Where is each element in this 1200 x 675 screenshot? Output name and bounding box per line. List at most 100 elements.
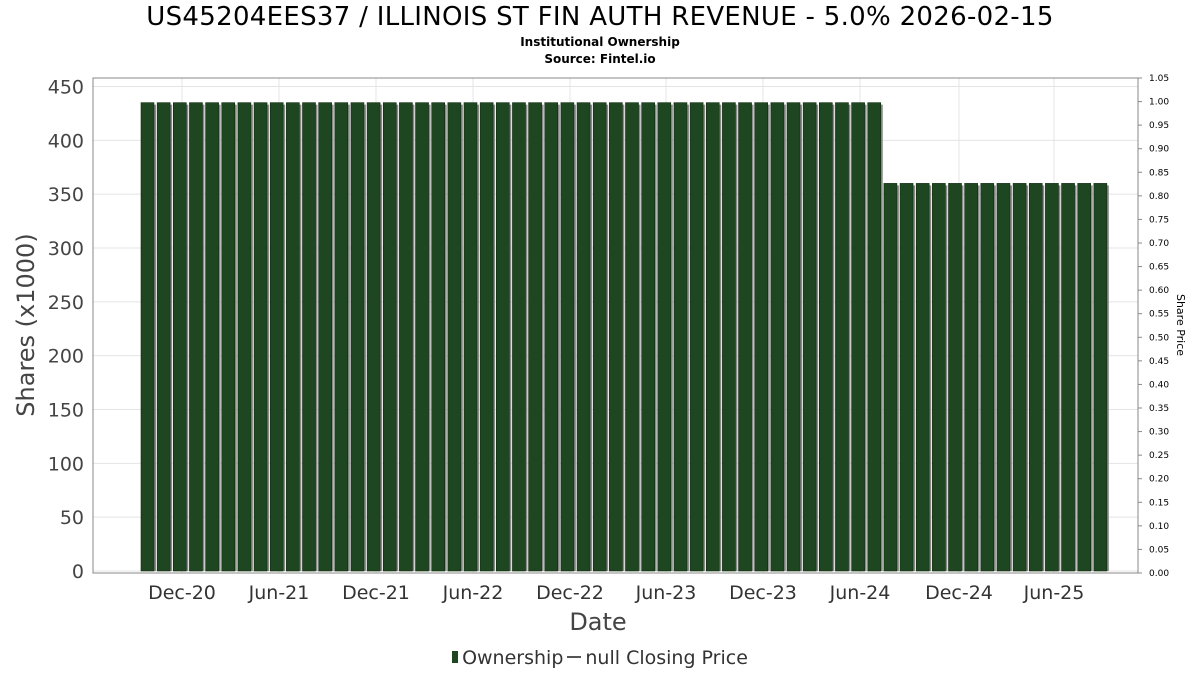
ownership-bar <box>1061 183 1075 572</box>
ownership-bar <box>302 102 316 572</box>
ownership-bar <box>366 102 381 572</box>
ownership-bar <box>770 102 785 572</box>
y2-tick-label: 0.20 <box>1149 475 1169 485</box>
y2-tick-label: 0.70 <box>1149 239 1169 249</box>
x-tick-label: Dec-21 <box>342 582 410 604</box>
x-tick-label: Dec-24 <box>925 582 993 604</box>
y2-tick-label: 0.65 <box>1149 263 1169 273</box>
chart-subtitle: Institutional Ownership <box>520 35 680 49</box>
y-tick-label: 300 <box>48 238 84 260</box>
y2-tick-label: 0.15 <box>1149 498 1169 508</box>
ownership-bar <box>415 102 429 572</box>
ownership-bar <box>560 102 575 572</box>
y2-tick-label: 1.05 <box>1149 74 1169 84</box>
ownership-bar <box>495 102 510 572</box>
y2-tick-label: 0.75 <box>1149 215 1169 225</box>
legend: Ownership null Closing Price <box>0 647 1200 669</box>
y-tick-label: 350 <box>48 184 84 206</box>
y2-tick-label: 0.45 <box>1149 357 1169 367</box>
y2-tick-label: 0.25 <box>1149 451 1169 461</box>
y2-tick-label: 0.60 <box>1149 286 1169 296</box>
y-tick-label: 450 <box>48 77 84 99</box>
ownership-bar <box>237 102 252 572</box>
y2-tick-label: 0.00 <box>1149 569 1169 579</box>
ownership-bar <box>156 102 171 572</box>
ownership-bar <box>641 102 655 572</box>
y2-tick-label: 0.30 <box>1149 428 1169 438</box>
ownership-bar <box>980 183 995 572</box>
ownership-bar <box>851 102 865 572</box>
y2-tick-label: 0.35 <box>1149 404 1169 414</box>
ownership-bar <box>1093 183 1108 572</box>
ownership-bar <box>512 102 526 572</box>
x-tick-label: Dec-20 <box>148 582 216 604</box>
ownership-bar <box>1077 183 1091 572</box>
y-tick-label: 200 <box>48 346 84 368</box>
ownership-bar <box>350 102 365 572</box>
y2-tick-label: 0.10 <box>1149 522 1169 532</box>
ownership-bar <box>1045 183 1059 572</box>
ownership-bar <box>996 183 1011 572</box>
ownership-bar <box>447 102 462 572</box>
ownership-bar <box>722 102 736 572</box>
y-axis-label: Shares (x1000) <box>12 233 40 416</box>
ownership-chart: 0 50 100 150 200 250 300 350 400 450 0.00 0.05 0.10… <box>12 74 1187 636</box>
ownership-bar <box>802 102 817 572</box>
ownership-bar <box>463 102 478 572</box>
ownership-bar <box>431 102 446 572</box>
y2-tick-label: 0.85 <box>1149 168 1169 178</box>
ownership-bar <box>948 183 962 572</box>
ownership-bar <box>705 102 720 572</box>
ownership-bar <box>867 102 882 572</box>
y2-tick-label: 0.40 <box>1149 380 1169 390</box>
x-tick-label: Dec-23 <box>729 582 797 604</box>
y2-tick-label: 0.50 <box>1149 333 1169 343</box>
y2-tick-label: 0.05 <box>1149 545 1169 555</box>
ownership-bar <box>1028 183 1043 572</box>
closing-price-line-icon <box>567 655 582 658</box>
ownership-bar <box>528 102 542 572</box>
ownership-bar <box>818 102 833 572</box>
plot-frame <box>92 77 1139 574</box>
y2-tick-label: 1.00 <box>1149 98 1169 108</box>
x-tick-label: Jun-24 <box>829 582 891 604</box>
x-tick-label: Jun-23 <box>635 582 697 604</box>
ownership-bar <box>625 102 639 572</box>
ownership-bar <box>269 102 284 572</box>
ownership-bar <box>382 102 397 572</box>
ownership-swatch-icon <box>452 650 459 663</box>
y-tick-label: 250 <box>48 292 84 314</box>
ownership-bar <box>592 102 607 572</box>
y-tick-label: 100 <box>48 453 84 475</box>
y-tick-label: 50 <box>60 507 84 529</box>
ownership-bar <box>754 102 769 572</box>
ownership-bar <box>609 102 623 572</box>
x-tick-label: Jun-25 <box>1023 582 1085 604</box>
x-tick-label: Jun-21 <box>248 582 310 604</box>
ownership-bar <box>286 102 300 572</box>
ownership-bar <box>689 102 704 572</box>
chart-source: Source: Fintel.io <box>544 52 656 66</box>
y2-axis-label: Share Price <box>1174 294 1187 356</box>
ownership-bar <box>173 102 187 572</box>
ownership-bar <box>738 102 752 572</box>
ownership-bar <box>915 183 930 572</box>
ownership-bar <box>189 102 203 572</box>
chart-title: US45204EES37 / ILLINOIS ST FIN AUTH REVE… <box>146 2 1054 32</box>
ownership-bar <box>932 183 946 572</box>
ownership-bar <box>576 102 591 572</box>
ownership-bar <box>221 102 236 572</box>
ownership-bar <box>786 102 801 572</box>
y-tick-label: 150 <box>48 400 84 422</box>
x-tick-label: Dec-22 <box>536 582 604 604</box>
x-tick-label: Jun-22 <box>442 582 504 604</box>
y2-tick-label: 0.80 <box>1149 192 1169 202</box>
legend-closing-price: null Closing Price <box>585 647 748 669</box>
x-axis-label: Date <box>569 608 626 636</box>
ownership-bar <box>883 183 898 572</box>
ownership-bar <box>253 102 268 572</box>
y-tick-label: 400 <box>48 130 84 152</box>
y2-tick-label: 0.55 <box>1149 310 1169 320</box>
ownership-bar <box>399 102 413 572</box>
ownership-bar <box>673 102 688 572</box>
